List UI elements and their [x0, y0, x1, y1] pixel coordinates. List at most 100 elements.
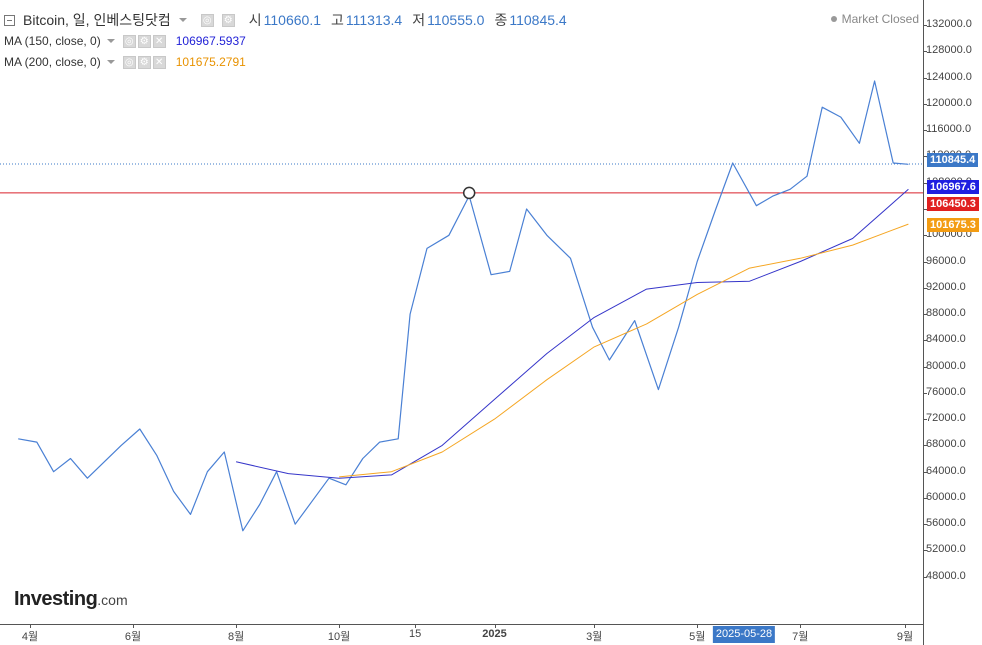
y-tick-mark	[923, 209, 927, 210]
y-tick-label: 56000.0	[926, 517, 966, 530]
y-tick-label: 52000.0	[926, 543, 966, 556]
close-icon[interactable]: ✕	[152, 34, 166, 48]
y-tick-mark	[923, 392, 927, 394]
x-tick-mark	[133, 624, 135, 628]
y-tick-mark	[923, 103, 927, 105]
x-tick-mark	[594, 624, 596, 628]
y-tick-label: 120000.0	[926, 96, 972, 109]
visibility-icon[interactable]: ◎	[200, 13, 214, 27]
x-tick-label: 5월	[689, 631, 706, 643]
x-tick-mark	[415, 624, 417, 628]
chevron-down-icon[interactable]	[106, 39, 115, 43]
open-value: 110660.1	[263, 12, 321, 28]
y-tick-mark	[923, 287, 927, 289]
y-tick-label: 80000.0	[926, 359, 966, 372]
low-value: 110555.0	[427, 12, 485, 28]
x-tick-label: 15	[409, 628, 422, 640]
y-tick-mark	[923, 497, 927, 499]
visibility-icon[interactable]: ◎	[122, 55, 136, 69]
y-tick-mark	[923, 182, 927, 184]
y-tick-label: 128000.0	[926, 44, 972, 57]
anchor-marker[interactable]	[462, 186, 476, 200]
y-tick-mark	[923, 77, 927, 79]
gear-icon[interactable]: ⚙	[137, 34, 151, 48]
y-tick-mark	[923, 445, 927, 447]
open-label: 시	[248, 12, 262, 28]
x-tick-label: 8월	[227, 631, 245, 643]
chevron-down-icon[interactable]	[106, 60, 115, 64]
x-tick-label: 7월	[792, 631, 809, 643]
close-icon[interactable]: ✕	[152, 55, 166, 69]
x-tick-mark	[800, 624, 802, 628]
close-value: 110845.4	[509, 12, 567, 28]
high-label: 고	[331, 12, 344, 28]
y-tick-mark	[923, 314, 927, 316]
ma200-legend: MA (200, close, 0) ◎ ⚙ ✕ 101675.2791	[4, 55, 246, 69]
y-tick-mark	[923, 156, 927, 158]
gear-icon[interactable]: ⚙	[221, 13, 235, 27]
x-tick-mark	[30, 624, 31, 628]
logo-main: Investing	[14, 588, 98, 610]
chart-legend: Bitcoin, 일, 인베스팅닷컴 ◎ ⚙ 시 110660.1 고 111313…	[4, 10, 567, 30]
visibility-icon[interactable]: ◎	[122, 34, 136, 48]
ma200-label: MA (200, close, 0)	[4, 55, 101, 69]
x-tick-mark	[697, 624, 699, 628]
y-tick-label: 96000.0	[926, 254, 966, 267]
ma200-value: 101675.2791	[175, 55, 246, 69]
y-tick-mark	[923, 550, 927, 552]
chevron-down-icon[interactable]	[178, 18, 187, 22]
crosshair-date-label: 2025-05-28	[712, 626, 776, 643]
y-tick-mark	[923, 25, 927, 27]
investing-logo[interactable]: Investing.com	[14, 588, 128, 611]
x-tick-label: 3월	[586, 631, 603, 643]
ma150-legend: MA (150, close, 0) ◎ ⚙ ✕ 106967.5937	[4, 34, 246, 48]
y-tick-label: 132000.0	[926, 18, 972, 31]
price-axis[interactable]	[923, 0, 982, 645]
ma150-price-tag: 106967.6	[927, 180, 979, 194]
x-tick-mark	[339, 624, 341, 628]
low-label: 저	[412, 12, 426, 28]
y-tick-label: 124000.0	[926, 70, 972, 83]
y-tick-label: 48000.0	[926, 569, 966, 582]
x-tick-mark	[494, 624, 496, 628]
y-tick-mark	[923, 471, 927, 473]
y-tick-mark	[923, 366, 927, 368]
ma200-price-tag: 101675.3	[927, 218, 979, 232]
x-tick-mark	[905, 624, 906, 628]
hline-price-tag: 106450.3	[927, 197, 979, 211]
x-tick-label: 6월	[124, 631, 142, 643]
price-series-line[interactable]	[18, 80, 909, 532]
y-tick-mark	[923, 261, 927, 263]
y-tick-mark	[923, 419, 927, 421]
high-value: 111313.4	[345, 12, 403, 28]
gear-icon[interactable]: ⚙	[137, 55, 151, 69]
market-status: Market Closed	[830, 12, 919, 26]
market-status-label: Market Closed	[841, 12, 919, 26]
y-tick-mark	[923, 340, 927, 342]
last-price-tag: 110845.4	[927, 153, 979, 167]
ma200-series-line[interactable]	[339, 223, 909, 478]
ma150-value: 106967.5937	[175, 34, 246, 48]
y-tick-label: 92000.0	[926, 280, 966, 293]
y-tick-label: 116000.0	[926, 123, 972, 136]
x-tick-mark	[236, 624, 238, 628]
y-tick-mark	[923, 576, 927, 578]
status-dot-icon	[830, 16, 837, 22]
ma150-series-line[interactable]	[235, 188, 909, 479]
y-tick-mark	[923, 524, 927, 526]
x-tick-label: 9월	[896, 631, 914, 643]
x-tick-label: 10월	[327, 631, 351, 643]
y-tick-label: 88000.0	[926, 307, 966, 320]
ohlc-values: 시 110660.1 고 111313.4 저 110555.0 종 110845.4	[249, 10, 567, 30]
ma150-label: MA (150, close, 0)	[4, 34, 101, 48]
y-tick-label: 76000.0	[926, 385, 966, 398]
y-tick-label: 60000.0	[926, 490, 966, 503]
collapse-icon[interactable]	[4, 14, 15, 26]
y-tick-mark	[923, 235, 927, 237]
y-tick-mark	[923, 130, 927, 132]
x-tick-label: 2025	[482, 628, 507, 640]
y-tick-label: 64000.0	[926, 464, 966, 477]
y-tick-mark	[923, 51, 927, 53]
